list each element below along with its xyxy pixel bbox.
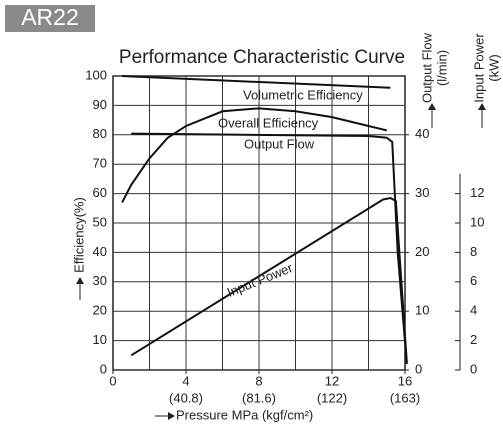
series-label: Volumetric Efficiency [243, 87, 363, 102]
x-axis-label: Pressure MPa (kgf/cm²) [176, 407, 313, 422]
y3-axis-label: Input Power [471, 33, 486, 103]
y-tick-label: 20 [93, 303, 107, 318]
y2-axis-unit: (l/min) [434, 50, 449, 86]
y3-tick-label: 8 [470, 244, 477, 259]
arrow-head [428, 103, 436, 110]
y-tick-label: 70 [93, 156, 107, 171]
y2-axis-label: Output Flow [419, 32, 434, 103]
arrow-head [478, 103, 486, 110]
series-label: Overall Efficiency [218, 115, 319, 130]
y3-axis-unit: (kW) [486, 54, 501, 81]
x-tick-label: 8 [255, 373, 262, 388]
series-label: Input Power [225, 260, 296, 300]
y-tick-label: 0 [100, 361, 107, 376]
y2-tick-label: 0 [415, 361, 422, 376]
y3-tick-label: 6 [470, 273, 477, 288]
arrow-head [76, 277, 84, 284]
chart-title: Performance Characteristic Curve [119, 47, 405, 68]
y-tick-label: 40 [93, 244, 107, 259]
y-tick-label: 100 [85, 67, 107, 82]
y-tick-label: 50 [93, 214, 107, 229]
y-tick-label: 30 [93, 273, 107, 288]
x-tick-label: 0 [109, 373, 116, 388]
y3-tick-label: 12 [470, 185, 484, 200]
y3-tick-label: 4 [470, 303, 477, 318]
y2-tick-label: 10 [415, 303, 429, 318]
series-line [122, 75, 391, 89]
y3-tick-label: 2 [470, 332, 477, 347]
x-tick-label: 12 [325, 373, 339, 388]
badge-box [5, 5, 95, 32]
x-tick-label: 4 [182, 373, 189, 388]
x-tick-label-kgf: (81.6) [242, 390, 276, 405]
y-tick-label: 90 [93, 97, 107, 112]
arrow-head [168, 412, 175, 420]
series-line [131, 132, 408, 365]
y-tick-label: 80 [93, 126, 107, 141]
series-line [130, 196, 408, 363]
y-tick-label: 60 [93, 185, 107, 200]
y2-tick-label: 30 [415, 185, 429, 200]
x-tick-label: 16 [398, 373, 412, 388]
series-line [121, 107, 387, 203]
y2-tick-label: 40 [415, 126, 429, 141]
x-tick-label-kgf: (40.8) [169, 390, 203, 405]
x-tick-label-kgf: (122) [317, 390, 347, 405]
y-tick-label: 10 [93, 332, 107, 347]
x-tick-label-kgf: (163) [390, 390, 420, 405]
y2-tick-label: 20 [415, 244, 429, 259]
y-axis-label: Efficiency(%) [71, 197, 86, 273]
y3-tick-label: 0 [470, 361, 477, 376]
y3-tick-label: 10 [470, 214, 484, 229]
series-label: Output Flow [244, 136, 315, 151]
badge: AR22 [21, 4, 79, 30]
